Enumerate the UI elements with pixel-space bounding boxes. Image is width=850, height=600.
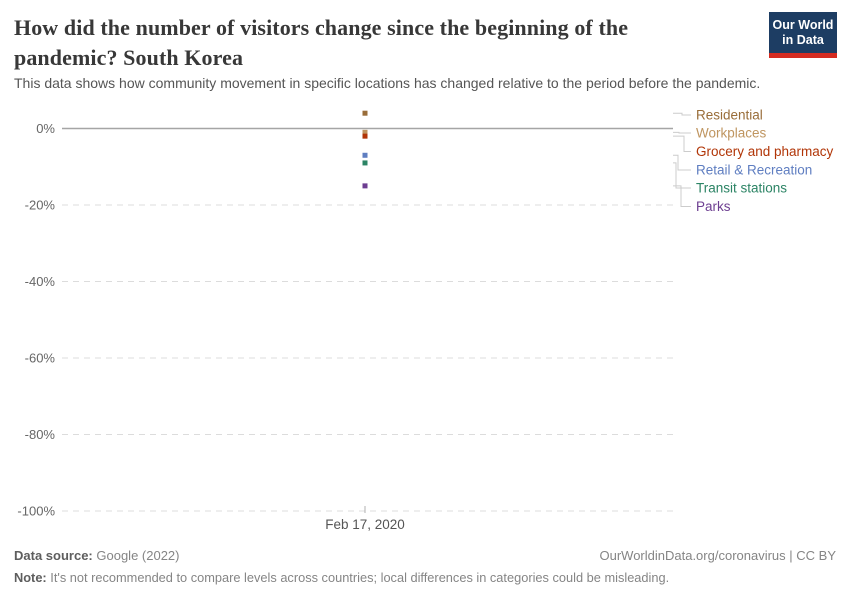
attribution-link[interactable]: OurWorldinData.org/coronavirus | CC BY [599, 548, 836, 563]
legend-connector [673, 135, 691, 152]
y-tick-label: 0% [36, 121, 55, 136]
legend-connector [673, 131, 691, 134]
footer-row-note: Note: It's not recommended to compare le… [14, 570, 836, 585]
data-point-parks[interactable] [362, 183, 368, 189]
y-tick-label: -40% [25, 274, 56, 289]
owid-logo-line1: Our World [772, 18, 834, 32]
owid-logo-line2: in Data [782, 33, 824, 47]
data-source-link[interactable]: Google (2022) [96, 548, 180, 563]
legend-connector [673, 154, 691, 171]
y-tick-label: -20% [25, 198, 56, 213]
chart-footer: Data source: Google (2022) OurWorldinDat… [14, 548, 836, 585]
legend-connector [673, 112, 691, 116]
legend-connector [673, 185, 691, 207]
y-tick-label: -80% [25, 427, 56, 442]
legend-item-workplaces[interactable]: Workplaces [696, 126, 767, 141]
page-title: How did the number of visitors change si… [14, 15, 629, 70]
footer-row-source: Data source: Google (2022) OurWorldinDat… [14, 548, 836, 563]
y-tick-label: -60% [25, 351, 56, 366]
chart-canvas: 0% -20% -40% -60% -80% -100% Feb 17, 202… [17, 108, 834, 533]
data-point-transit-stations[interactable] [362, 160, 368, 166]
legend-item-residential[interactable]: Residential [696, 108, 763, 123]
legend-item-grocery-and-pharmacy[interactable]: Grocery and pharmacy [696, 144, 834, 159]
data-point-retail-recreation[interactable] [362, 152, 368, 158]
x-axis-label: Feb 17, 2020 [325, 517, 405, 532]
data-point-grocery-and-pharmacy[interactable] [362, 133, 368, 139]
legend-item-transit-stations[interactable]: Transit stations [696, 181, 787, 196]
legend-item-parks[interactable]: Parks [696, 199, 731, 214]
y-tick-label: -100% [17, 504, 55, 519]
data-point-workplaces[interactable] [362, 129, 368, 135]
data-point-residential[interactable] [362, 110, 368, 116]
data-source-label: Data source: [14, 548, 93, 563]
chart-subtitle: This data shows how community movement i… [14, 75, 761, 91]
note-text: It's not recommended to compare levels a… [50, 570, 670, 585]
legend-item-retail-recreation[interactable]: Retail & Recreation [696, 163, 812, 178]
note-label: Note: [14, 570, 47, 585]
legend-connector [673, 162, 691, 189]
data-source: Data source: Google (2022) [14, 548, 180, 563]
owid-logo[interactable]: Our World in Data [769, 12, 837, 58]
